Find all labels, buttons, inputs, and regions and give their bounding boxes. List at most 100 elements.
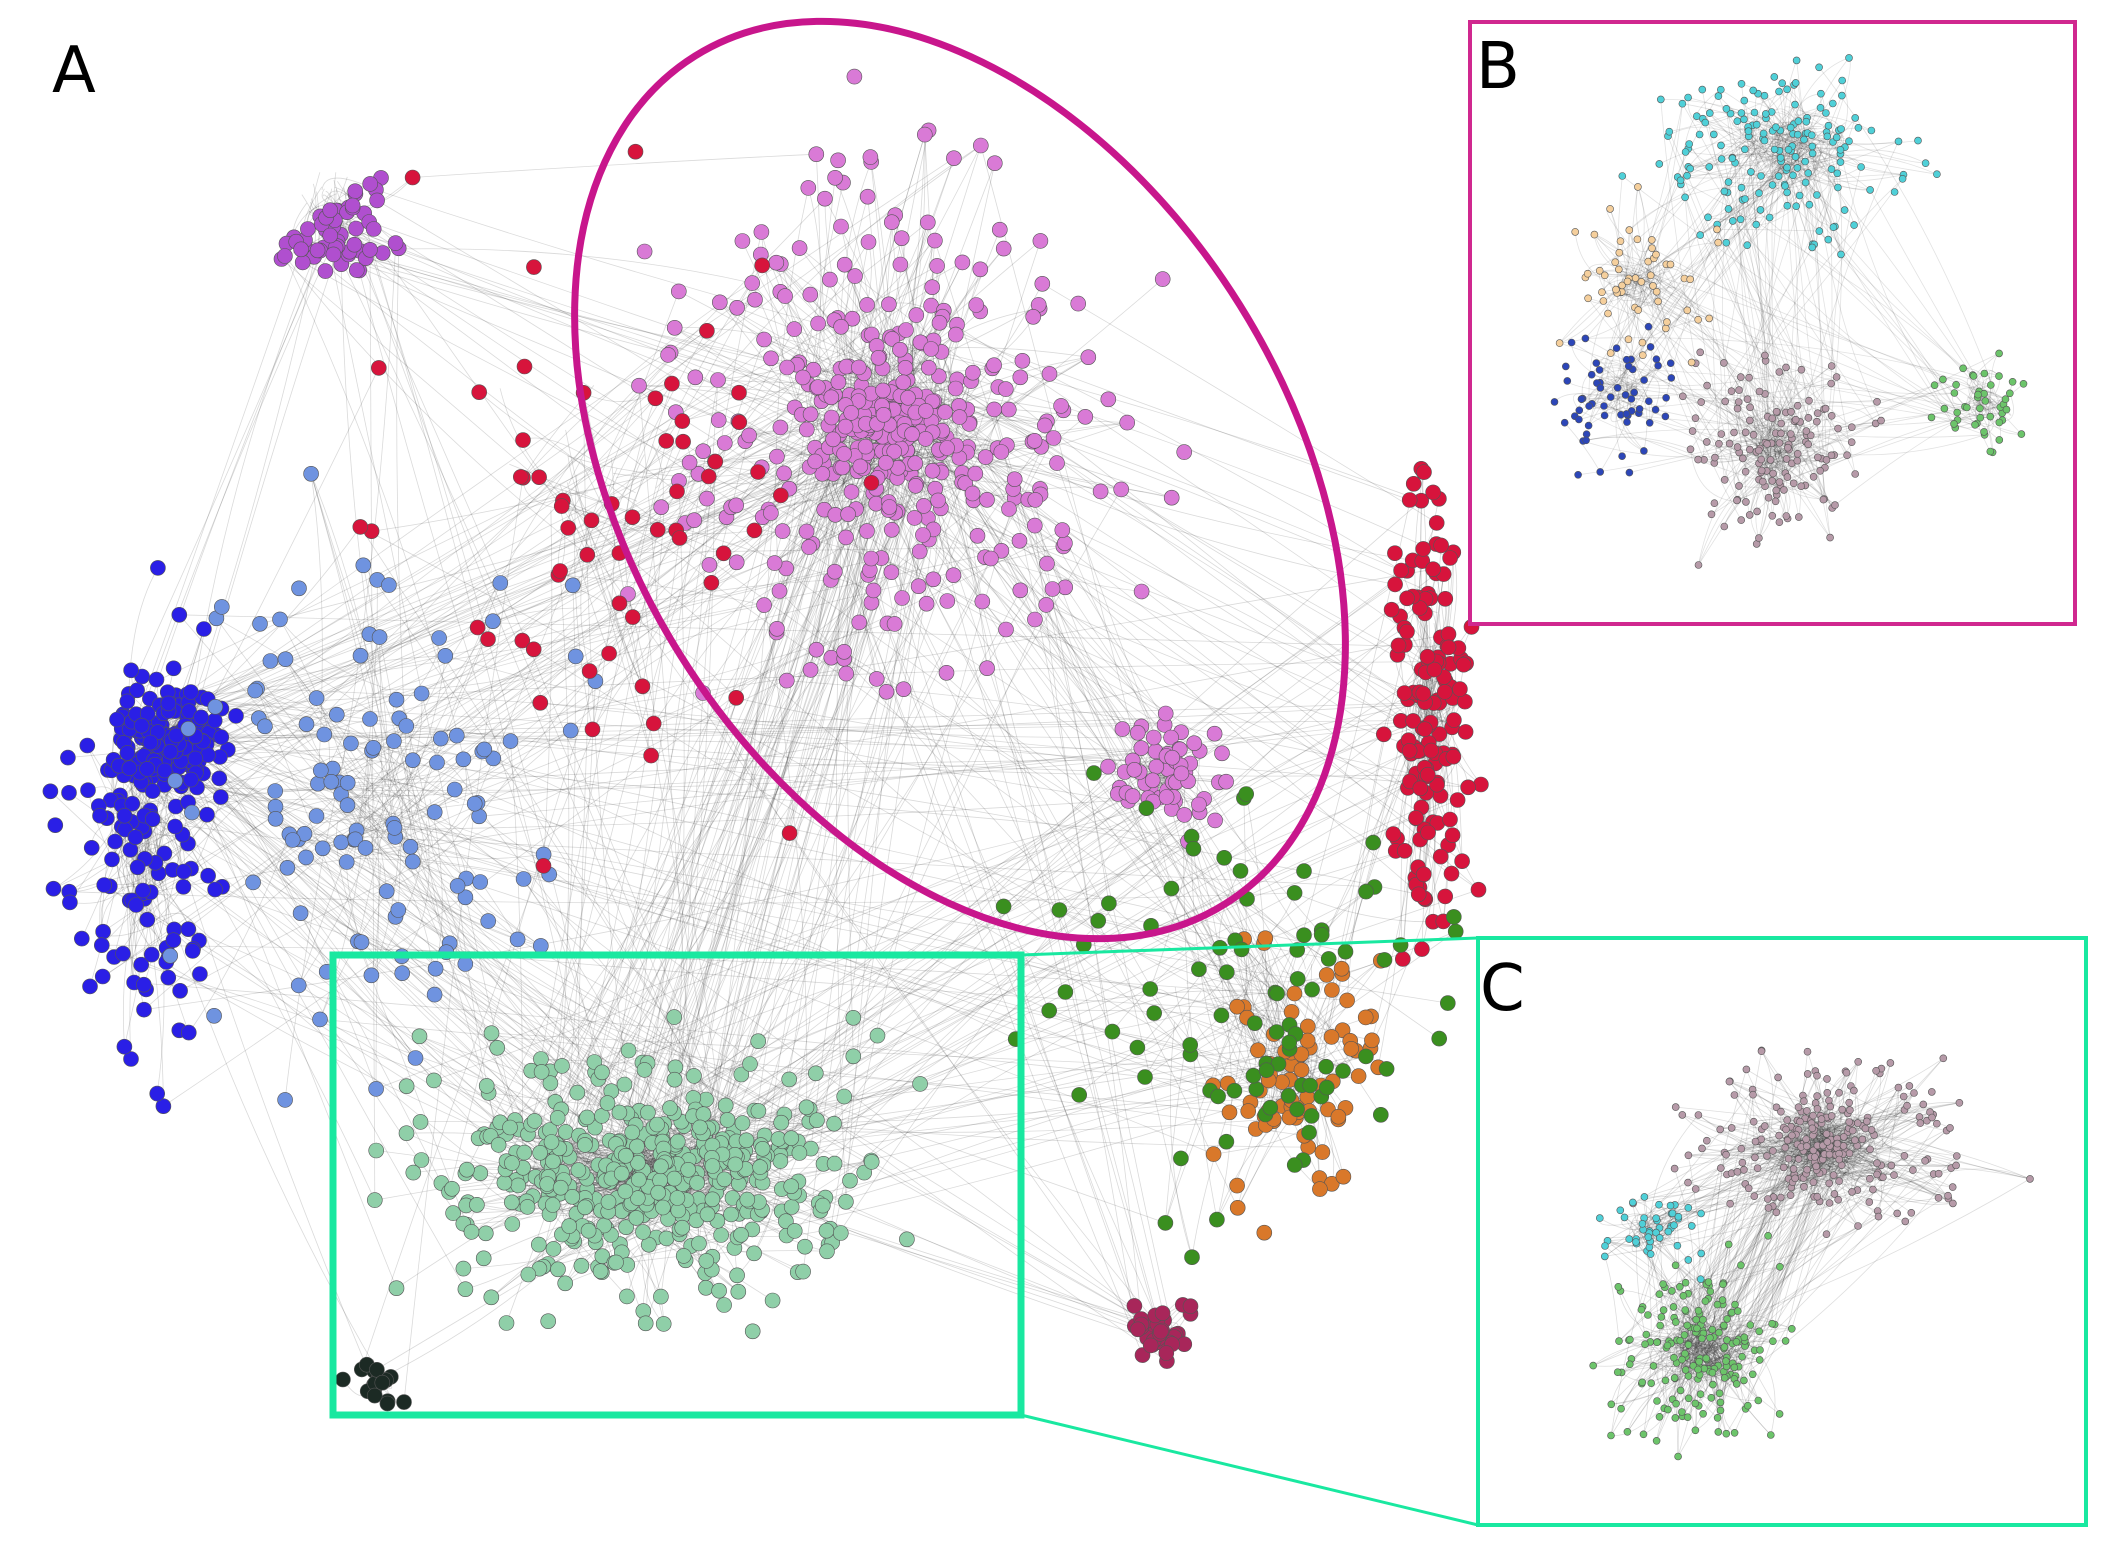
network-edge (150, 720, 1414, 893)
network-edge (337, 210, 763, 1210)
network-node (739, 1191, 756, 1208)
network-edge (833, 787, 1120, 1124)
network-node (795, 1263, 811, 1280)
network-edge (148, 157, 955, 722)
network-edge (757, 512, 896, 1215)
network-node (674, 413, 691, 429)
network-node (647, 390, 664, 407)
network-edge (499, 388, 592, 521)
network-node (308, 690, 325, 706)
network-edge (189, 698, 1329, 960)
network-node (1158, 789, 1175, 805)
network-node (929, 258, 945, 274)
network-node (504, 1155, 520, 1171)
network-edge (712, 814, 1185, 1257)
network-edge (1264, 850, 1405, 939)
network-edge (1108, 903, 1236, 978)
network-edge (891, 572, 1113, 1032)
network-edge (368, 221, 1200, 752)
network-node (838, 1194, 854, 1210)
network-edge (1394, 584, 1432, 642)
network-node (620, 1042, 637, 1059)
network-edge (298, 753, 400, 986)
network-node (850, 359, 867, 376)
network-edge (357, 808, 388, 942)
network-node (809, 1112, 825, 1128)
network-node (776, 465, 792, 482)
network-node (394, 965, 411, 982)
network-edge (1195, 1020, 1289, 1097)
network-edge (321, 223, 1153, 781)
network-node (368, 1142, 385, 1159)
network-node (352, 519, 369, 535)
network-node (822, 271, 838, 288)
network-node (1437, 684, 1453, 700)
network-node (338, 854, 355, 870)
network-edge (919, 939, 1236, 1085)
network-node (62, 894, 78, 911)
network-edge (131, 849, 153, 955)
network-edge (161, 739, 1192, 837)
network-node (252, 615, 268, 632)
network-node (365, 739, 382, 756)
network-node (650, 1184, 667, 1201)
network-node (674, 1219, 691, 1236)
network-edge (660, 467, 841, 1155)
network-node (1312, 1181, 1328, 1197)
network-node (704, 1158, 721, 1174)
network-node (207, 698, 224, 715)
network-node (923, 341, 939, 357)
network-node (1071, 1087, 1087, 1103)
network-edge (717, 145, 982, 381)
network-edge (577, 491, 678, 550)
network-node (710, 372, 726, 388)
network-node (1232, 863, 1249, 879)
network-node (398, 718, 415, 734)
network-edge (558, 574, 765, 606)
network-edge (638, 385, 804, 396)
network-node (516, 358, 533, 375)
network-edge (148, 372, 865, 732)
network-node (750, 1033, 767, 1049)
network-node (1206, 725, 1223, 742)
network-node (1410, 886, 1427, 903)
network-edge (1149, 750, 1201, 990)
network-edge (843, 422, 942, 652)
network-node (291, 580, 307, 597)
network-node (983, 550, 999, 567)
network-edge (357, 780, 388, 892)
network-edge (354, 191, 606, 1175)
network-node (483, 1289, 500, 1306)
network-edge (322, 438, 908, 849)
network-node (1414, 941, 1430, 957)
network-edge (365, 406, 935, 849)
network-node (808, 641, 825, 658)
network-node (386, 733, 402, 749)
network-node (917, 431, 934, 447)
network-edge (190, 721, 442, 1184)
network-node (1343, 1041, 1359, 1057)
network-edge (420, 816, 542, 947)
network-edge (798, 781, 1227, 1196)
network-node (413, 1152, 430, 1168)
network-node (583, 512, 600, 529)
network-edge (580, 522, 591, 672)
network-node (689, 1175, 705, 1191)
network-edge (809, 466, 1156, 1316)
network-edge (568, 330, 708, 485)
network-node (773, 1114, 790, 1131)
network-edge (1294, 892, 1434, 923)
network-node (845, 1009, 862, 1026)
network-node (1420, 766, 1436, 783)
network-edge (638, 385, 698, 1183)
network-edge (1258, 981, 1278, 1108)
network-node (1145, 729, 1162, 746)
network-node (658, 1230, 675, 1247)
network-node (116, 1038, 133, 1055)
network-edge (896, 447, 1122, 490)
network-node (469, 619, 486, 636)
network-node (1444, 827, 1461, 844)
network-node (671, 530, 688, 546)
network-edge (98, 760, 1133, 807)
network-node (184, 943, 201, 959)
